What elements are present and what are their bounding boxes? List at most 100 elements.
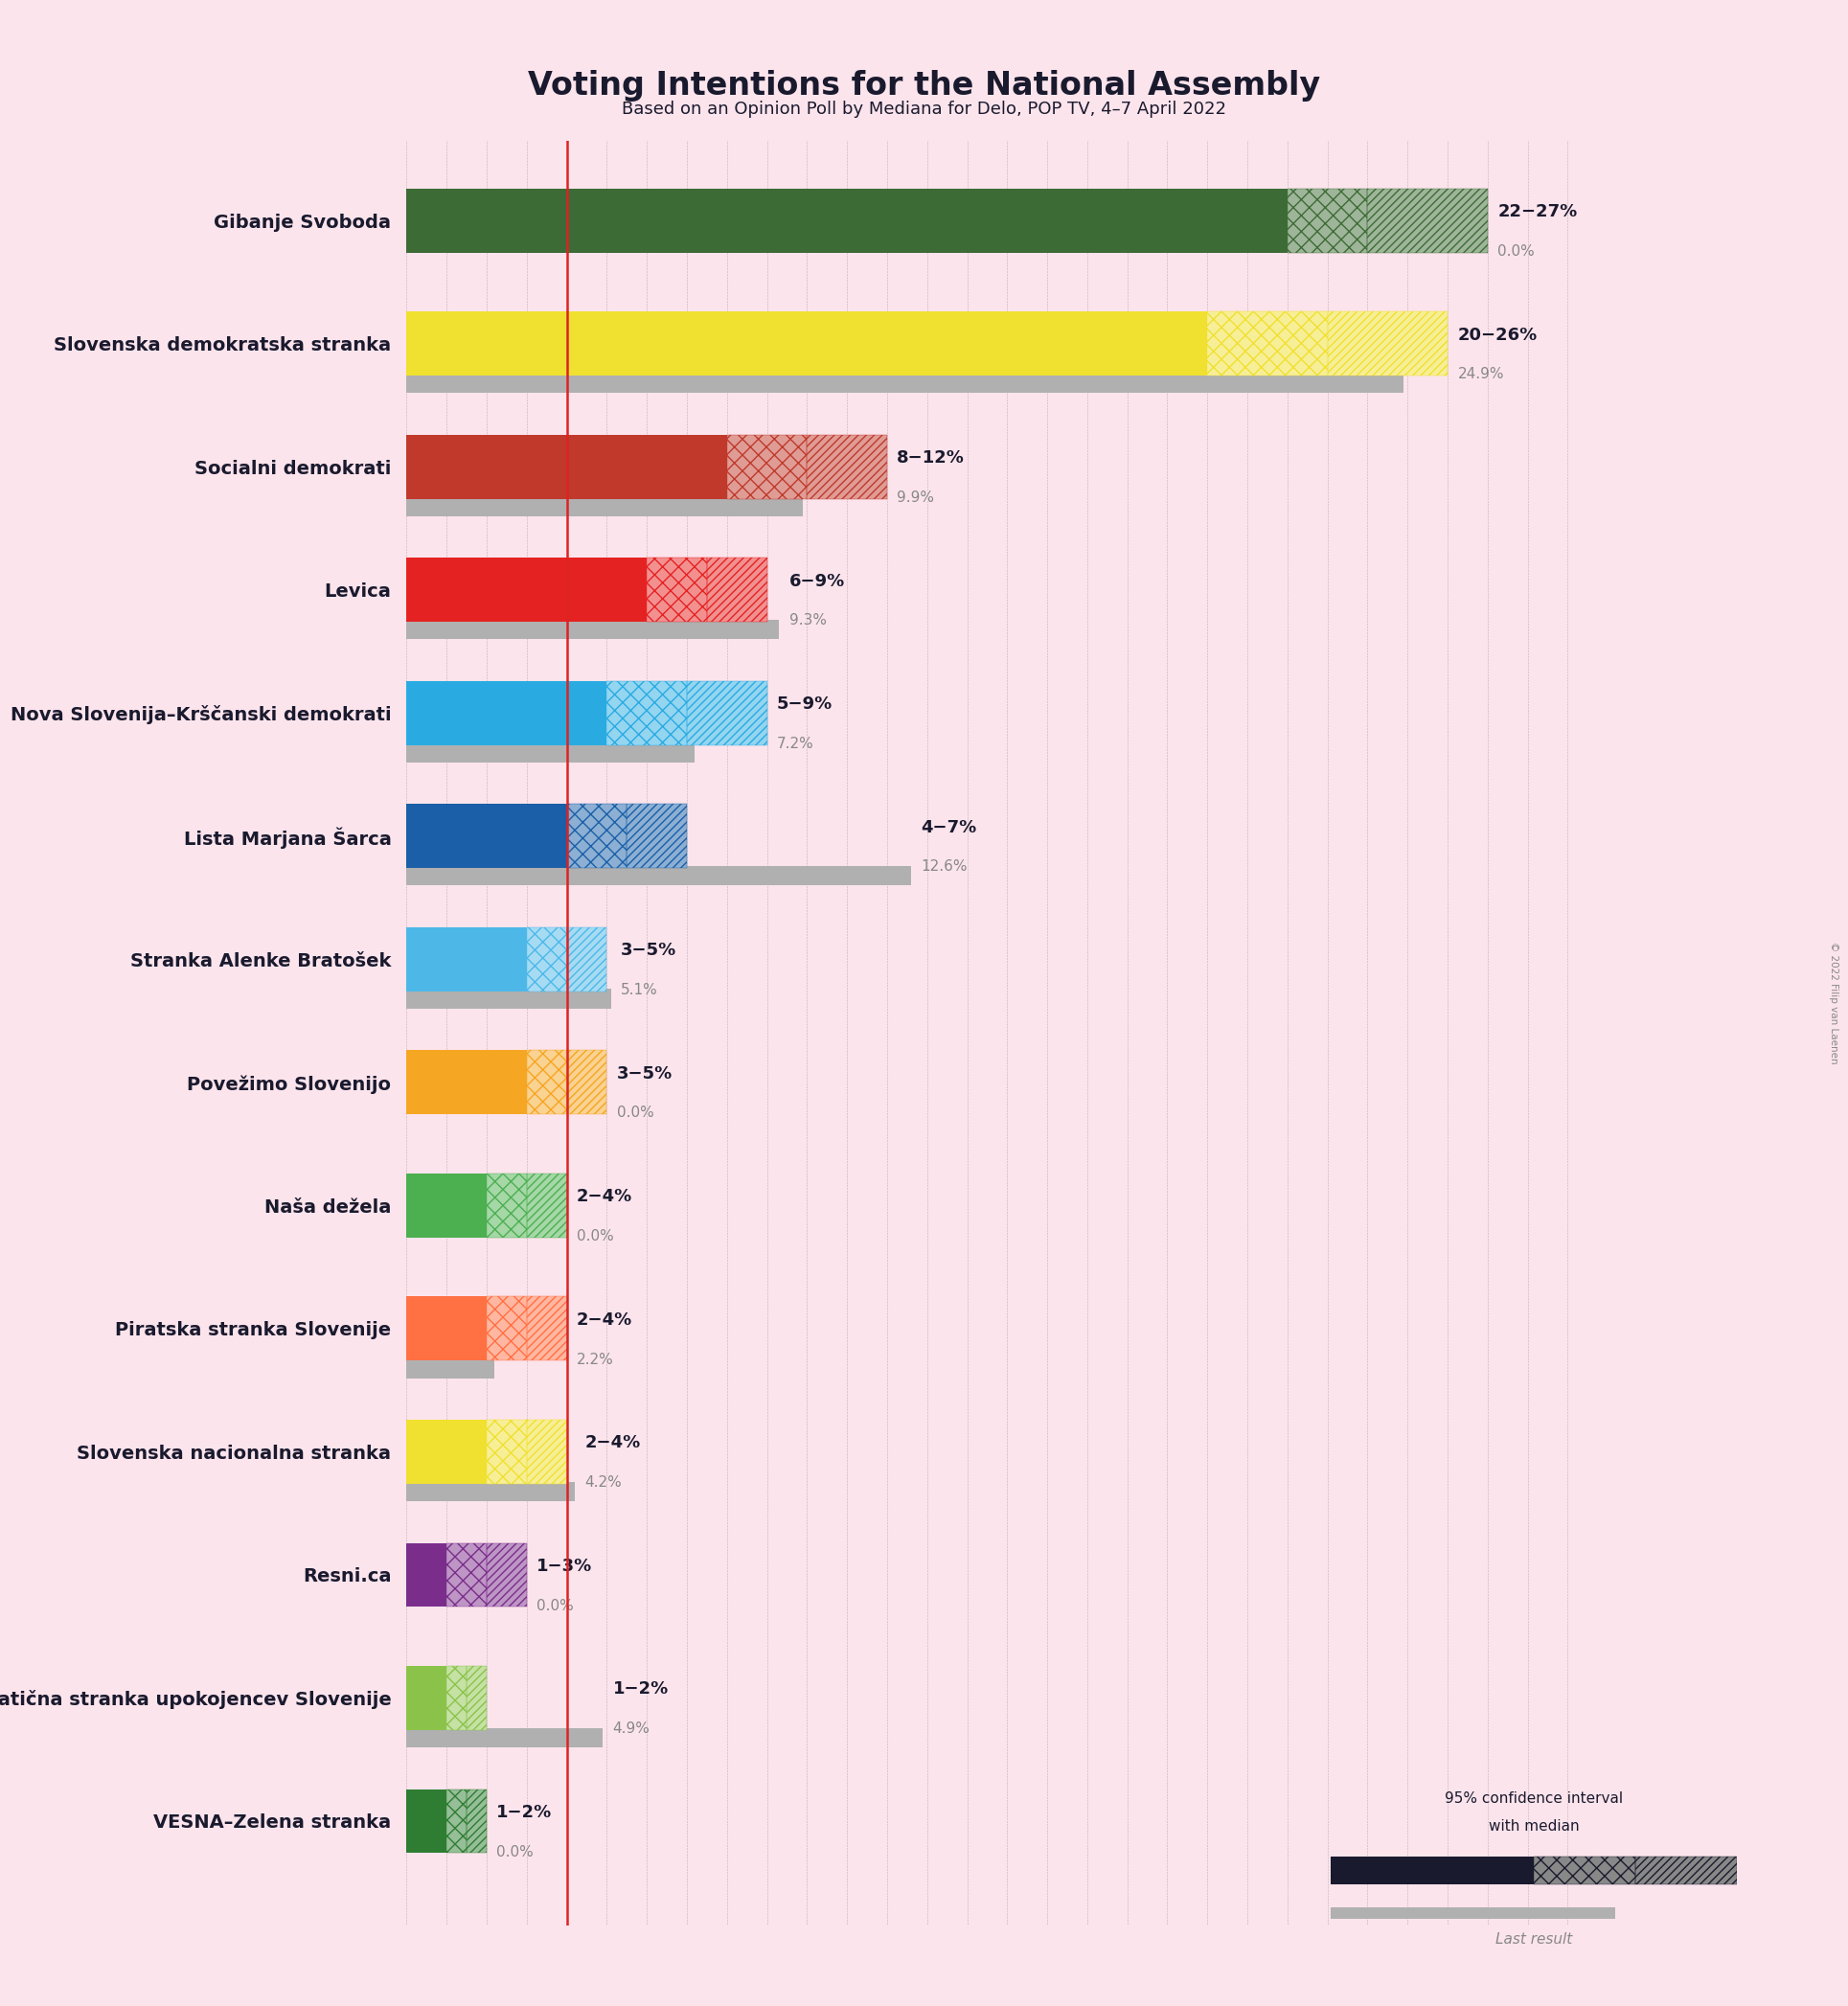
Bar [407,435,726,499]
Bar [1207,311,1327,375]
Bar [486,1420,527,1484]
Bar [407,1482,575,1500]
Text: 0.0%: 0.0% [497,1846,534,1860]
Text: 9.9%: 9.9% [896,489,935,506]
Bar [687,680,767,744]
Text: 0.0%: 0.0% [1497,245,1536,259]
Bar [726,435,808,499]
Bar [486,1543,527,1607]
Bar [527,927,567,991]
Bar [447,1789,466,1854]
Bar [407,867,911,885]
Text: 95% confidence interval: 95% confidence interval [1445,1791,1623,1805]
Bar [486,1296,527,1360]
Bar [1534,1858,1635,1884]
Text: with median: with median [1488,1819,1580,1833]
Bar [407,1358,495,1378]
Bar [527,1051,567,1115]
Bar [407,189,1288,253]
Bar [706,558,767,622]
Text: 1−3%: 1−3% [536,1557,593,1575]
Bar [407,1543,447,1607]
Bar [466,1665,486,1729]
Text: 22−27%: 22−27% [1497,203,1578,221]
Text: 4.9%: 4.9% [614,1721,650,1735]
Bar [808,435,887,499]
Bar [466,1789,486,1854]
Bar [407,742,695,762]
Text: 3−5%: 3−5% [617,1065,673,1083]
Text: 6−9%: 6−9% [789,572,845,590]
Bar [527,1420,567,1484]
Bar [1207,311,1327,375]
Bar [626,804,687,869]
Bar [407,1051,527,1115]
Bar [606,680,687,744]
Text: 4−7%: 4−7% [920,818,978,837]
Bar [647,558,706,622]
Text: 2.2%: 2.2% [577,1352,614,1366]
Text: 20−26%: 20−26% [1458,327,1538,343]
Bar [407,1789,447,1854]
Bar [687,680,767,744]
Text: 5−9%: 5−9% [776,696,833,712]
Bar [567,1051,606,1115]
Bar [407,1296,486,1360]
Bar [1534,1858,1635,1884]
Text: 0.0%: 0.0% [617,1105,654,1119]
Text: © 2022 Filip van Laenen: © 2022 Filip van Laenen [1828,943,1839,1063]
Bar [447,1665,466,1729]
Text: Last result: Last result [1495,1932,1573,1946]
Text: 2−4%: 2−4% [584,1434,641,1452]
Bar [447,1665,466,1729]
Bar [1635,1858,1737,1884]
Text: 1−2%: 1−2% [614,1681,669,1697]
Bar [1368,189,1488,253]
Bar [1288,189,1368,253]
Bar [407,497,802,516]
Text: 4.2%: 4.2% [584,1474,623,1490]
Bar [527,1051,567,1115]
Text: 1−2%: 1−2% [497,1803,553,1821]
Bar [527,1174,567,1238]
Text: 0.0%: 0.0% [536,1599,575,1613]
Bar [567,804,626,869]
Bar [407,1174,486,1238]
Bar [1635,1858,1737,1884]
Text: 2−4%: 2−4% [577,1188,632,1206]
Text: 3−5%: 3−5% [621,943,676,959]
Bar [407,620,780,640]
Bar [447,1543,486,1607]
Bar [486,1543,527,1607]
Bar [447,1543,486,1607]
Bar [407,989,610,1009]
Bar [567,804,626,869]
Bar [486,1174,527,1238]
Bar [567,927,606,991]
Bar [647,558,706,622]
Bar [706,558,767,622]
Bar [486,1296,527,1360]
Bar [407,311,1207,375]
Bar [726,435,808,499]
Bar [527,1420,567,1484]
Bar [626,804,687,869]
Bar [407,1665,447,1729]
Bar [1331,1858,1534,1884]
Bar [567,1051,606,1115]
Bar [606,680,687,744]
Text: 12.6%: 12.6% [920,861,968,875]
Bar [527,1296,567,1360]
Bar [407,680,606,744]
Bar [466,1789,486,1854]
Bar [527,1296,567,1360]
Bar [808,435,887,499]
Text: Based on an Opinion Poll by Mediana for Delo, POP TV, 4–7 April 2022: Based on an Opinion Poll by Mediana for … [621,100,1227,118]
Text: 8−12%: 8−12% [896,449,965,467]
Bar [466,1665,486,1729]
Bar [1327,311,1447,375]
Bar [1368,189,1488,253]
Bar [447,1789,466,1854]
Bar [527,927,567,991]
Bar [407,804,567,869]
